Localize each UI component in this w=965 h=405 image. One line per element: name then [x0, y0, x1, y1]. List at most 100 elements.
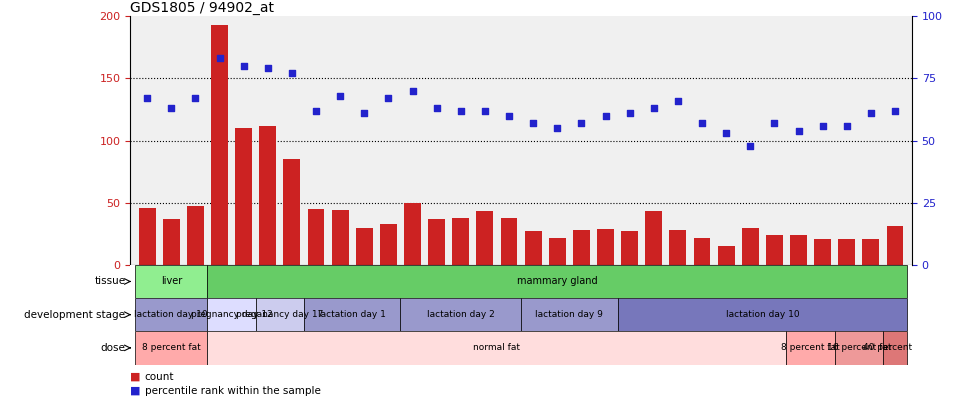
- Bar: [356, 228, 372, 265]
- Point: [163, 105, 179, 111]
- Text: liver: liver: [160, 277, 182, 286]
- Point: [309, 107, 324, 114]
- Text: development stage: development stage: [24, 310, 125, 320]
- Point: [718, 130, 733, 136]
- Point: [187, 95, 203, 102]
- Bar: [521, 298, 618, 331]
- Text: lactation day 9: lactation day 9: [536, 310, 603, 319]
- Point: [502, 113, 517, 119]
- Text: lactation day 10: lactation day 10: [134, 310, 208, 319]
- Bar: [618, 298, 907, 331]
- Point: [357, 110, 372, 116]
- Text: 8 percent fat: 8 percent fat: [782, 343, 840, 352]
- Bar: [139, 208, 155, 265]
- Text: mammary gland: mammary gland: [517, 277, 597, 286]
- Bar: [718, 246, 734, 265]
- Bar: [742, 228, 758, 265]
- Bar: [453, 217, 469, 265]
- Text: count: count: [145, 372, 175, 382]
- Point: [766, 120, 782, 126]
- Bar: [207, 298, 256, 331]
- Bar: [211, 25, 228, 265]
- Point: [670, 98, 685, 104]
- Point: [380, 95, 397, 102]
- Bar: [597, 229, 614, 265]
- Point: [863, 110, 878, 116]
- Text: lactation day 2: lactation day 2: [427, 310, 495, 319]
- Point: [332, 92, 347, 99]
- Text: dose: dose: [100, 343, 125, 353]
- Bar: [883, 331, 907, 364]
- Text: ■: ■: [130, 386, 141, 396]
- Text: lactation day 10: lactation day 10: [726, 310, 799, 319]
- Point: [525, 120, 540, 126]
- Bar: [646, 211, 662, 265]
- Bar: [790, 235, 807, 265]
- Point: [477, 107, 492, 114]
- Text: 40 percent fat: 40 percent fat: [863, 343, 927, 352]
- Point: [211, 55, 228, 62]
- Bar: [207, 331, 786, 364]
- Point: [405, 87, 421, 94]
- Point: [597, 113, 614, 119]
- Bar: [786, 331, 835, 364]
- Bar: [404, 202, 421, 265]
- Bar: [766, 235, 783, 265]
- Bar: [670, 230, 686, 265]
- Point: [428, 105, 444, 111]
- Point: [235, 63, 251, 69]
- Text: normal fat: normal fat: [474, 343, 520, 352]
- Bar: [863, 239, 879, 265]
- Point: [454, 107, 469, 114]
- Point: [284, 70, 299, 77]
- Bar: [187, 207, 204, 265]
- Bar: [163, 219, 179, 265]
- Point: [743, 142, 758, 149]
- Bar: [304, 298, 400, 331]
- Bar: [284, 159, 300, 265]
- Bar: [839, 239, 855, 265]
- Text: lactation day 1: lactation day 1: [318, 310, 386, 319]
- Point: [839, 122, 855, 129]
- Point: [647, 105, 662, 111]
- Bar: [207, 265, 907, 298]
- Bar: [477, 211, 493, 265]
- Point: [695, 120, 710, 126]
- Bar: [621, 231, 638, 265]
- Bar: [135, 331, 207, 364]
- Point: [888, 107, 903, 114]
- Bar: [428, 219, 445, 265]
- Bar: [380, 224, 397, 265]
- Bar: [235, 128, 252, 265]
- Bar: [835, 331, 883, 364]
- Bar: [260, 126, 276, 265]
- Bar: [525, 231, 541, 265]
- Point: [814, 122, 830, 129]
- Text: percentile rank within the sample: percentile rank within the sample: [145, 386, 320, 396]
- Bar: [308, 209, 324, 265]
- Text: GDS1805 / 94902_at: GDS1805 / 94902_at: [130, 1, 274, 15]
- Point: [261, 65, 276, 72]
- Bar: [400, 298, 521, 331]
- Point: [791, 127, 807, 134]
- Bar: [256, 298, 304, 331]
- Bar: [135, 265, 207, 298]
- Text: 16 percent fat: 16 percent fat: [827, 343, 891, 352]
- Text: preganancy day 17: preganancy day 17: [236, 310, 323, 319]
- Text: pregnancy day 12: pregnancy day 12: [191, 310, 272, 319]
- Bar: [501, 217, 517, 265]
- Bar: [332, 210, 348, 265]
- Point: [550, 125, 565, 131]
- Bar: [573, 230, 590, 265]
- Bar: [887, 226, 903, 265]
- Text: 8 percent fat: 8 percent fat: [142, 343, 201, 352]
- Bar: [694, 237, 710, 265]
- Text: tissue: tissue: [95, 277, 125, 286]
- Point: [139, 95, 154, 102]
- Bar: [814, 239, 831, 265]
- Bar: [135, 298, 207, 331]
- Bar: [549, 237, 565, 265]
- Point: [573, 120, 589, 126]
- Text: ■: ■: [130, 372, 141, 382]
- Point: [621, 110, 637, 116]
